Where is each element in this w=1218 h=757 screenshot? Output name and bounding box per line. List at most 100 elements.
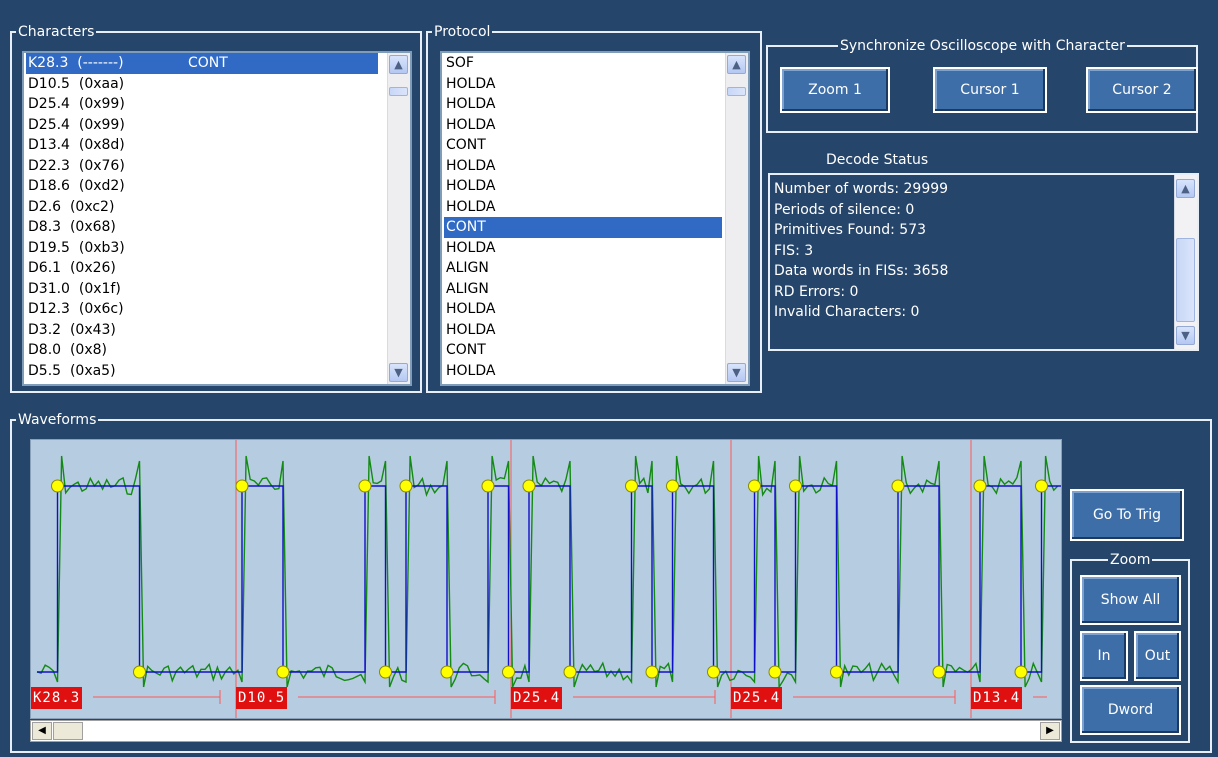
character-item[interactable]: D2.6 (0xc2): [26, 197, 378, 218]
protocol-item[interactable]: ALIGN: [446, 260, 489, 276]
transition-marker: [830, 665, 843, 679]
protocol-item[interactable]: HOLDA: [446, 198, 496, 215]
characters-list[interactable]: K28.3 (-------) CONT D10.5 (0xaa) D25.4 (0x…: [22, 51, 412, 386]
decode-title: Decode Status: [826, 152, 929, 168]
protocol-item[interactable]: HOLDA: [446, 301, 496, 317]
transition-marker: [563, 665, 577, 679]
decode-status-box[interactable]: Number of words: 29999 Periods of silence…: [768, 173, 1199, 351]
decode-status-line: Data words in FISs: 3658: [774, 263, 949, 279]
character-label: D6.1 (0x26): [28, 260, 116, 276]
protocol-title: Protocol: [432, 23, 493, 41]
character-item[interactable]: D18.6 (0xd2): [26, 176, 378, 197]
character-label: D25.4 (0x99): [28, 96, 125, 112]
transition-marker: [51, 479, 64, 493]
characters-group: Characters: [10, 23, 422, 393]
transition-marker: [399, 479, 413, 493]
go-to-trig-button[interactable]: Go To Trig: [1070, 489, 1184, 541]
character-item[interactable]: D6.1 (0x26): [26, 258, 378, 279]
scroll-up-icon[interactable]: ▲: [727, 55, 746, 74]
character-label: D8.3 (0x68): [28, 219, 116, 235]
protocol-item[interactable]: ALIGN: [446, 280, 489, 297]
protocol-items: SOF HOLDA HOLDA HOLDA CONT HOLDA HOLDA HOLDA CON…: [444, 53, 722, 381]
protocol-item[interactable]: HOLDA: [446, 96, 496, 112]
protocol-group: Protocol: [426, 23, 762, 393]
protocol-item[interactable]: CONT: [446, 342, 486, 358]
transition-marker: [235, 479, 249, 493]
character-item[interactable]: D10.5 (0xaa): [26, 74, 378, 95]
digital-trace: [37, 485, 1061, 673]
symbol-label: D10.5: [236, 687, 288, 709]
transition-marker: [481, 479, 495, 493]
decode-scroll-thumb[interactable]: [1176, 238, 1195, 322]
symbol-spans: [93, 690, 1047, 704]
transition-marker: [522, 479, 536, 493]
decode-status-line: Primitives Found: 573: [774, 222, 927, 238]
symbol-label: K28.3: [31, 687, 83, 709]
transition-marker: [358, 479, 372, 493]
character-item[interactable]: D13.4 (0x8d): [26, 135, 378, 156]
show-all-button[interactable]: Show All: [1080, 575, 1181, 625]
sync-title: Synchronize Oscilloscope with Character: [838, 37, 1127, 55]
decode-status-line: Number of words: 29999: [774, 181, 949, 197]
scroll-up-icon[interactable]: ▲: [1176, 179, 1195, 198]
protocol-item[interactable]: HOLDA: [446, 178, 496, 194]
character-item[interactable]: D22.3 (0x76): [26, 156, 378, 177]
cursor1-button[interactable]: Cursor 1: [933, 67, 1047, 113]
character-item[interactable]: D25.4 (0x99): [26, 115, 378, 136]
scroll-down-icon[interactable]: ▼: [1176, 326, 1195, 345]
dword-button[interactable]: Dword: [1080, 685, 1181, 735]
protocol-list[interactable]: SOF HOLDA HOLDA HOLDA CONT HOLDA HOLDA HOLDA CON…: [440, 51, 750, 386]
scroll-down-icon[interactable]: ▼: [727, 363, 746, 382]
symbol-boundaries: [235, 440, 972, 718]
character-item[interactable]: D5.5 (0xa5): [26, 361, 378, 382]
transition-marker: [1014, 665, 1028, 679]
protocol-item[interactable]: CONT: [446, 137, 486, 153]
cursor2-button[interactable]: Cursor 2: [1086, 67, 1198, 113]
character-item[interactable]: K28.3 (-------) CONT: [26, 53, 378, 74]
transition-marker: [645, 665, 659, 679]
protocol-item[interactable]: HOLDA: [446, 157, 496, 174]
protocol-item[interactable]: HOLDA: [446, 321, 496, 338]
waveform-scroll-thumb[interactable]: [53, 722, 83, 740]
scroll-down-icon[interactable]: ▼: [389, 363, 408, 382]
scroll-up-icon[interactable]: ▲: [389, 55, 408, 74]
symbol-label: D25.4: [511, 687, 563, 709]
protocol-item[interactable]: HOLDA: [446, 239, 496, 256]
protocol-item[interactable]: CONT: [444, 217, 722, 238]
character-label: D12.3 (0x6c): [28, 301, 124, 317]
scroll-left-icon[interactable]: ◀: [32, 722, 52, 740]
symbol-label: D13.4: [971, 687, 1023, 709]
character-item[interactable]: D3.2 (0x43): [26, 320, 378, 341]
decode-scrollbar[interactable]: ▲ ▼: [1174, 175, 1197, 349]
characters-scroll-thumb[interactable]: [389, 87, 408, 96]
waveform-plot[interactable]: K28.3 D10.5 D25.4 D25.4 D13.4: [30, 439, 1062, 719]
zoom-out-button[interactable]: Out: [1134, 631, 1181, 681]
transition-marker: [932, 665, 946, 679]
characters-scrollbar[interactable]: ▲ ▼: [387, 53, 410, 384]
zoom1-button[interactable]: Zoom 1: [780, 67, 890, 113]
protocol-item[interactable]: SOF: [446, 55, 474, 71]
transition-marker: [440, 665, 454, 679]
protocol-item[interactable]: HOLDA: [446, 362, 496, 379]
zoom-in-button[interactable]: In: [1080, 631, 1128, 681]
decode-status-line: RD Errors: 0: [774, 283, 859, 300]
protocol-item[interactable]: HOLDA: [446, 116, 496, 133]
character-label: D18.6 (0xd2): [28, 178, 125, 194]
decode-status-line: Periods of silence: 0: [774, 201, 915, 218]
protocol-scrollbar[interactable]: ▲ ▼: [725, 53, 748, 384]
character-item[interactable]: D31.0 (0x1f): [26, 279, 378, 300]
waveform-hscrollbar[interactable]: ◀ ▶: [30, 720, 1062, 742]
protocol-scroll-thumb[interactable]: [727, 87, 746, 96]
transition-marker: [502, 665, 515, 679]
character-item[interactable]: D12.3 (0x6c): [26, 299, 378, 320]
character-item[interactable]: D19.5 (0xb3): [26, 238, 378, 259]
transition-marker: [625, 479, 638, 493]
transition-marker: [1035, 479, 1048, 493]
character-label: D22.3 (0x76): [28, 157, 125, 174]
character-item[interactable]: D25.4 (0x99): [26, 94, 378, 115]
character-item[interactable]: D8.0 (0x8): [26, 340, 378, 361]
scroll-right-icon[interactable]: ▶: [1040, 722, 1060, 740]
protocol-item[interactable]: HOLDA: [446, 75, 496, 92]
character-label: D25.4 (0x99): [28, 116, 125, 133]
character-item[interactable]: D8.3 (0x68): [26, 217, 378, 238]
